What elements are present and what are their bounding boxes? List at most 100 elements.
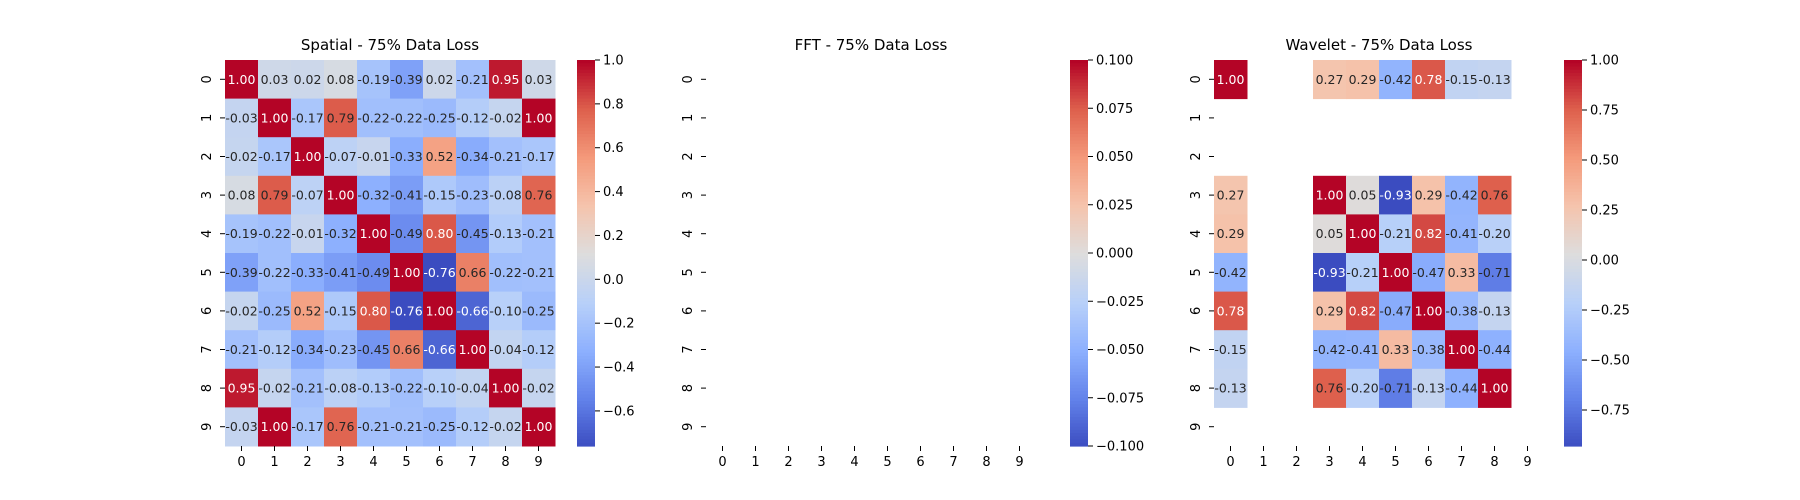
colorbar-segment: [1564, 79, 1582, 84]
colorbar-segment: [1070, 230, 1088, 235]
colorbar-segment: [1564, 114, 1582, 119]
heatmap-cell: [522, 60, 556, 100]
colorbar-segment: [577, 426, 595, 431]
colorbar-segment: [577, 420, 595, 425]
colorbar-segment: [577, 249, 595, 254]
colorbar-segment: [577, 117, 595, 122]
colorbar-segment: [577, 346, 595, 351]
colorbar-segment: [1564, 85, 1582, 90]
colorbar-segment: [577, 140, 595, 145]
colorbar-segment: [1070, 359, 1088, 363]
colorbar-segment: [1070, 333, 1088, 338]
cell-value-label: -0.47: [1379, 303, 1411, 318]
cell-value-label: -0.41: [390, 188, 422, 203]
colorbar-segment: [577, 259, 595, 264]
heatmap-cell: [258, 214, 292, 254]
colorbar-segment: [1070, 243, 1088, 248]
heatmap-cell: [522, 214, 556, 254]
colorbar-tick-label: 0.100: [1096, 54, 1133, 69]
heatmap-cell: [522, 330, 556, 370]
heatmap-cell: [324, 291, 358, 331]
heatmap-cell: [258, 60, 292, 100]
colorbar-segment: [1070, 288, 1088, 293]
colorbar-segment: [577, 175, 595, 180]
colorbar-segment: [1564, 314, 1582, 318]
y-tick-label: 8: [1189, 384, 1204, 392]
colorbar-segment: [1564, 436, 1582, 441]
heatmap-cell: [357, 291, 391, 331]
colorbar-segment: [1564, 105, 1582, 109]
y-tick-label: 9: [681, 423, 696, 431]
colorbar-segment: [1070, 114, 1088, 119]
x-tick-label: 9: [534, 455, 542, 470]
colorbar-segment: [1564, 130, 1582, 135]
colorbar-segment: [1070, 76, 1088, 80]
colorbar-tick-label: 1.0: [603, 54, 624, 69]
x-tick-label: 6: [435, 455, 443, 470]
heatmap-cell: [1478, 253, 1512, 293]
cell-value-label: -0.15: [1445, 72, 1477, 87]
y-tick-label: 1: [200, 114, 215, 122]
x-tick-label: 1: [1259, 455, 1267, 470]
x-tick-label: 9: [1015, 455, 1023, 470]
colorbar-segment: [1564, 355, 1582, 360]
colorbar-segment: [577, 153, 595, 158]
cell-value-label: 0.80: [426, 226, 454, 241]
colorbar-segment: [577, 162, 595, 167]
y-tick-label: 9: [200, 423, 215, 431]
cell-value-label: -0.03: [225, 419, 257, 434]
x-tick-label: 5: [402, 455, 410, 470]
colorbar-segment: [1564, 429, 1582, 434]
cell-value-label: -0.21: [522, 226, 554, 241]
cell-value-label: 1.00: [1382, 265, 1410, 280]
cell-value-label: -0.32: [324, 226, 356, 241]
colorbar-segment: [1564, 60, 1582, 64]
cell-value-label: -0.15: [324, 303, 356, 318]
colorbar-segment: [1070, 265, 1088, 270]
heatmap-cell: [1214, 214, 1248, 254]
heatmap-cell: [456, 407, 490, 447]
colorbar-segment: [1070, 137, 1088, 142]
colorbar-segment: [1070, 320, 1088, 325]
heatmap-cell: [1445, 214, 1479, 254]
colorbar-segment: [1564, 320, 1582, 325]
cell-value-label: -0.21: [489, 149, 521, 164]
heatmap-cell: [1478, 60, 1512, 100]
colorbar-segment: [1564, 365, 1582, 370]
heatmap-cell: [390, 137, 424, 177]
colorbar-segment: [1070, 285, 1088, 289]
colorbar-segment: [1070, 429, 1088, 434]
colorbar-segment: [1564, 326, 1582, 331]
colorbar-segment: [1564, 404, 1582, 408]
colorbar-segment: [1070, 224, 1088, 228]
heatmap-cell: [522, 175, 556, 215]
colorbar-segment: [1070, 127, 1088, 132]
colorbar-segment: [1070, 384, 1088, 389]
colorbar-segment: [1070, 150, 1088, 154]
y-tick-label: 5: [681, 268, 696, 276]
y-tick-label: 9: [1189, 423, 1204, 431]
heatmap-cell: [390, 253, 424, 293]
cell-value-label: -0.15: [423, 188, 455, 203]
cell-value-label: -0.93: [1313, 265, 1345, 280]
colorbar-segment: [1070, 69, 1088, 74]
y-tick-label: 5: [200, 268, 215, 276]
cell-value-label: -0.32: [357, 188, 389, 203]
heatmap-cell: [390, 98, 424, 138]
y-tick-label: 4: [681, 230, 696, 238]
heatmap-cell: [1412, 253, 1446, 293]
colorbar-segment: [1070, 397, 1088, 402]
colorbar-segment: [577, 88, 595, 93]
cell-value-label: -0.22: [357, 110, 389, 125]
colorbar-segment: [1564, 368, 1582, 373]
colorbar-segment: [1564, 333, 1582, 338]
cell-value-label: -0.12: [522, 342, 554, 357]
heatmap-cell: [423, 330, 457, 370]
cell-value-label: -0.39: [390, 72, 422, 87]
cell-value-label: -0.12: [456, 110, 488, 125]
colorbar-segment: [1564, 375, 1582, 380]
colorbar-segment: [577, 372, 595, 376]
colorbar-tick-label: 1.00: [1590, 54, 1619, 69]
colorbar-segment: [1070, 391, 1088, 396]
colorbar-segment: [577, 230, 595, 235]
